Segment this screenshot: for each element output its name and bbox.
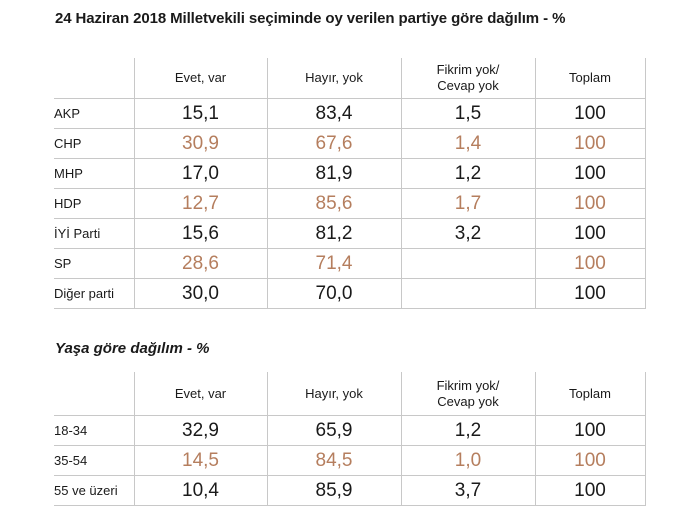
value-cell: 1,0	[401, 445, 536, 476]
value-cell: 100	[535, 475, 646, 506]
value-cell: 81,9	[267, 158, 402, 189]
value-cell: 1,5	[401, 98, 536, 129]
value-cell: 83,4	[267, 98, 402, 129]
value-cell: 85,6	[267, 188, 402, 219]
column-header: Toplam	[535, 58, 646, 99]
row-label: 18-34	[54, 415, 135, 446]
table-row: HDP 12,7 85,6 1,7 100	[54, 188, 646, 219]
table-row: 55 ve üzeri 10,4 85,9 3,7 100	[54, 475, 646, 506]
value-cell: 100	[535, 445, 646, 476]
row-label: AKP	[54, 98, 135, 129]
value-cell: 17,0	[134, 158, 268, 189]
party-distribution-table: Evet, var Hayır, yok Fikrim yok/ Cevap yok…	[54, 58, 646, 309]
row-label: Diğer parti	[54, 278, 135, 309]
age-distribution-table: Evet, var Hayır, yok Fikrim yok/ Cevap yok…	[54, 372, 646, 506]
table1-title: 24 Haziran 2018 Milletvekili seçiminde o…	[55, 10, 566, 27]
table-row: MHP 17,0 81,9 1,2 100	[54, 158, 646, 189]
value-cell: 100	[535, 248, 646, 279]
value-cell: 3,7	[401, 475, 536, 506]
row-label: İYİ Parti	[54, 218, 135, 249]
value-cell: 1,2	[401, 158, 536, 189]
table2-title: Yaşa göre dağılım - %	[55, 340, 210, 357]
value-cell: 32,9	[134, 415, 268, 446]
row-label: 35-54	[54, 445, 135, 476]
header-row: Evet, var Hayır, yok Fikrim yok/ Cevap yok…	[54, 372, 646, 416]
table-row: AKP 15,1 83,4 1,5 100	[54, 98, 646, 129]
value-cell: 1,7	[401, 188, 536, 219]
table-row: CHP 30,9 67,6 1,4 100	[54, 128, 646, 159]
value-cell: 12,7	[134, 188, 268, 219]
table-row: 35-54 14,5 84,5 1,0 100	[54, 445, 646, 476]
value-cell: 100	[535, 98, 646, 129]
table-row: 18-34 32,9 65,9 1,2 100	[54, 415, 646, 446]
column-header: Toplam	[535, 372, 646, 416]
header-row: Evet, var Hayır, yok Fikrim yok/ Cevap yok…	[54, 58, 646, 99]
value-cell: 1,4	[401, 128, 536, 159]
value-cell: 100	[535, 278, 646, 309]
value-cell: 14,5	[134, 445, 268, 476]
column-header: Fikrim yok/ Cevap yok	[401, 372, 536, 416]
column-header: Hayır, yok	[267, 372, 402, 416]
row-label: 55 ve üzeri	[54, 475, 135, 506]
value-cell: 1,2	[401, 415, 536, 446]
value-cell: 70,0	[267, 278, 402, 309]
value-cell: 71,4	[267, 248, 402, 279]
value-cell: 30,0	[134, 278, 268, 309]
value-cell: 100	[535, 415, 646, 446]
value-cell: 67,6	[267, 128, 402, 159]
table-row: İYİ Parti 15,6 81,2 3,2 100	[54, 218, 646, 249]
value-cell: 15,6	[134, 218, 268, 249]
value-cell: 15,1	[134, 98, 268, 129]
value-cell: 65,9	[267, 415, 402, 446]
column-header: Evet, var	[134, 372, 268, 416]
value-cell	[401, 248, 536, 279]
value-cell: 84,5	[267, 445, 402, 476]
column-header: Hayır, yok	[267, 58, 402, 99]
value-cell: 3,2	[401, 218, 536, 249]
value-cell: 10,4	[134, 475, 268, 506]
value-cell: 100	[535, 158, 646, 189]
value-cell: 100	[535, 128, 646, 159]
corner-cell	[54, 58, 135, 99]
column-header: Evet, var	[134, 58, 268, 99]
row-label: HDP	[54, 188, 135, 219]
value-cell: 100	[535, 218, 646, 249]
table-row: Diğer parti 30,0 70,0 100	[54, 278, 646, 309]
table-row: SP 28,6 71,4 100	[54, 248, 646, 279]
column-header: Fikrim yok/ Cevap yok	[401, 58, 536, 99]
row-label: CHP	[54, 128, 135, 159]
value-cell: 85,9	[267, 475, 402, 506]
value-cell: 100	[535, 188, 646, 219]
value-cell: 81,2	[267, 218, 402, 249]
value-cell: 30,9	[134, 128, 268, 159]
value-cell	[401, 278, 536, 309]
value-cell: 28,6	[134, 248, 268, 279]
corner-cell	[54, 372, 135, 416]
row-label: MHP	[54, 158, 135, 189]
row-label: SP	[54, 248, 135, 279]
